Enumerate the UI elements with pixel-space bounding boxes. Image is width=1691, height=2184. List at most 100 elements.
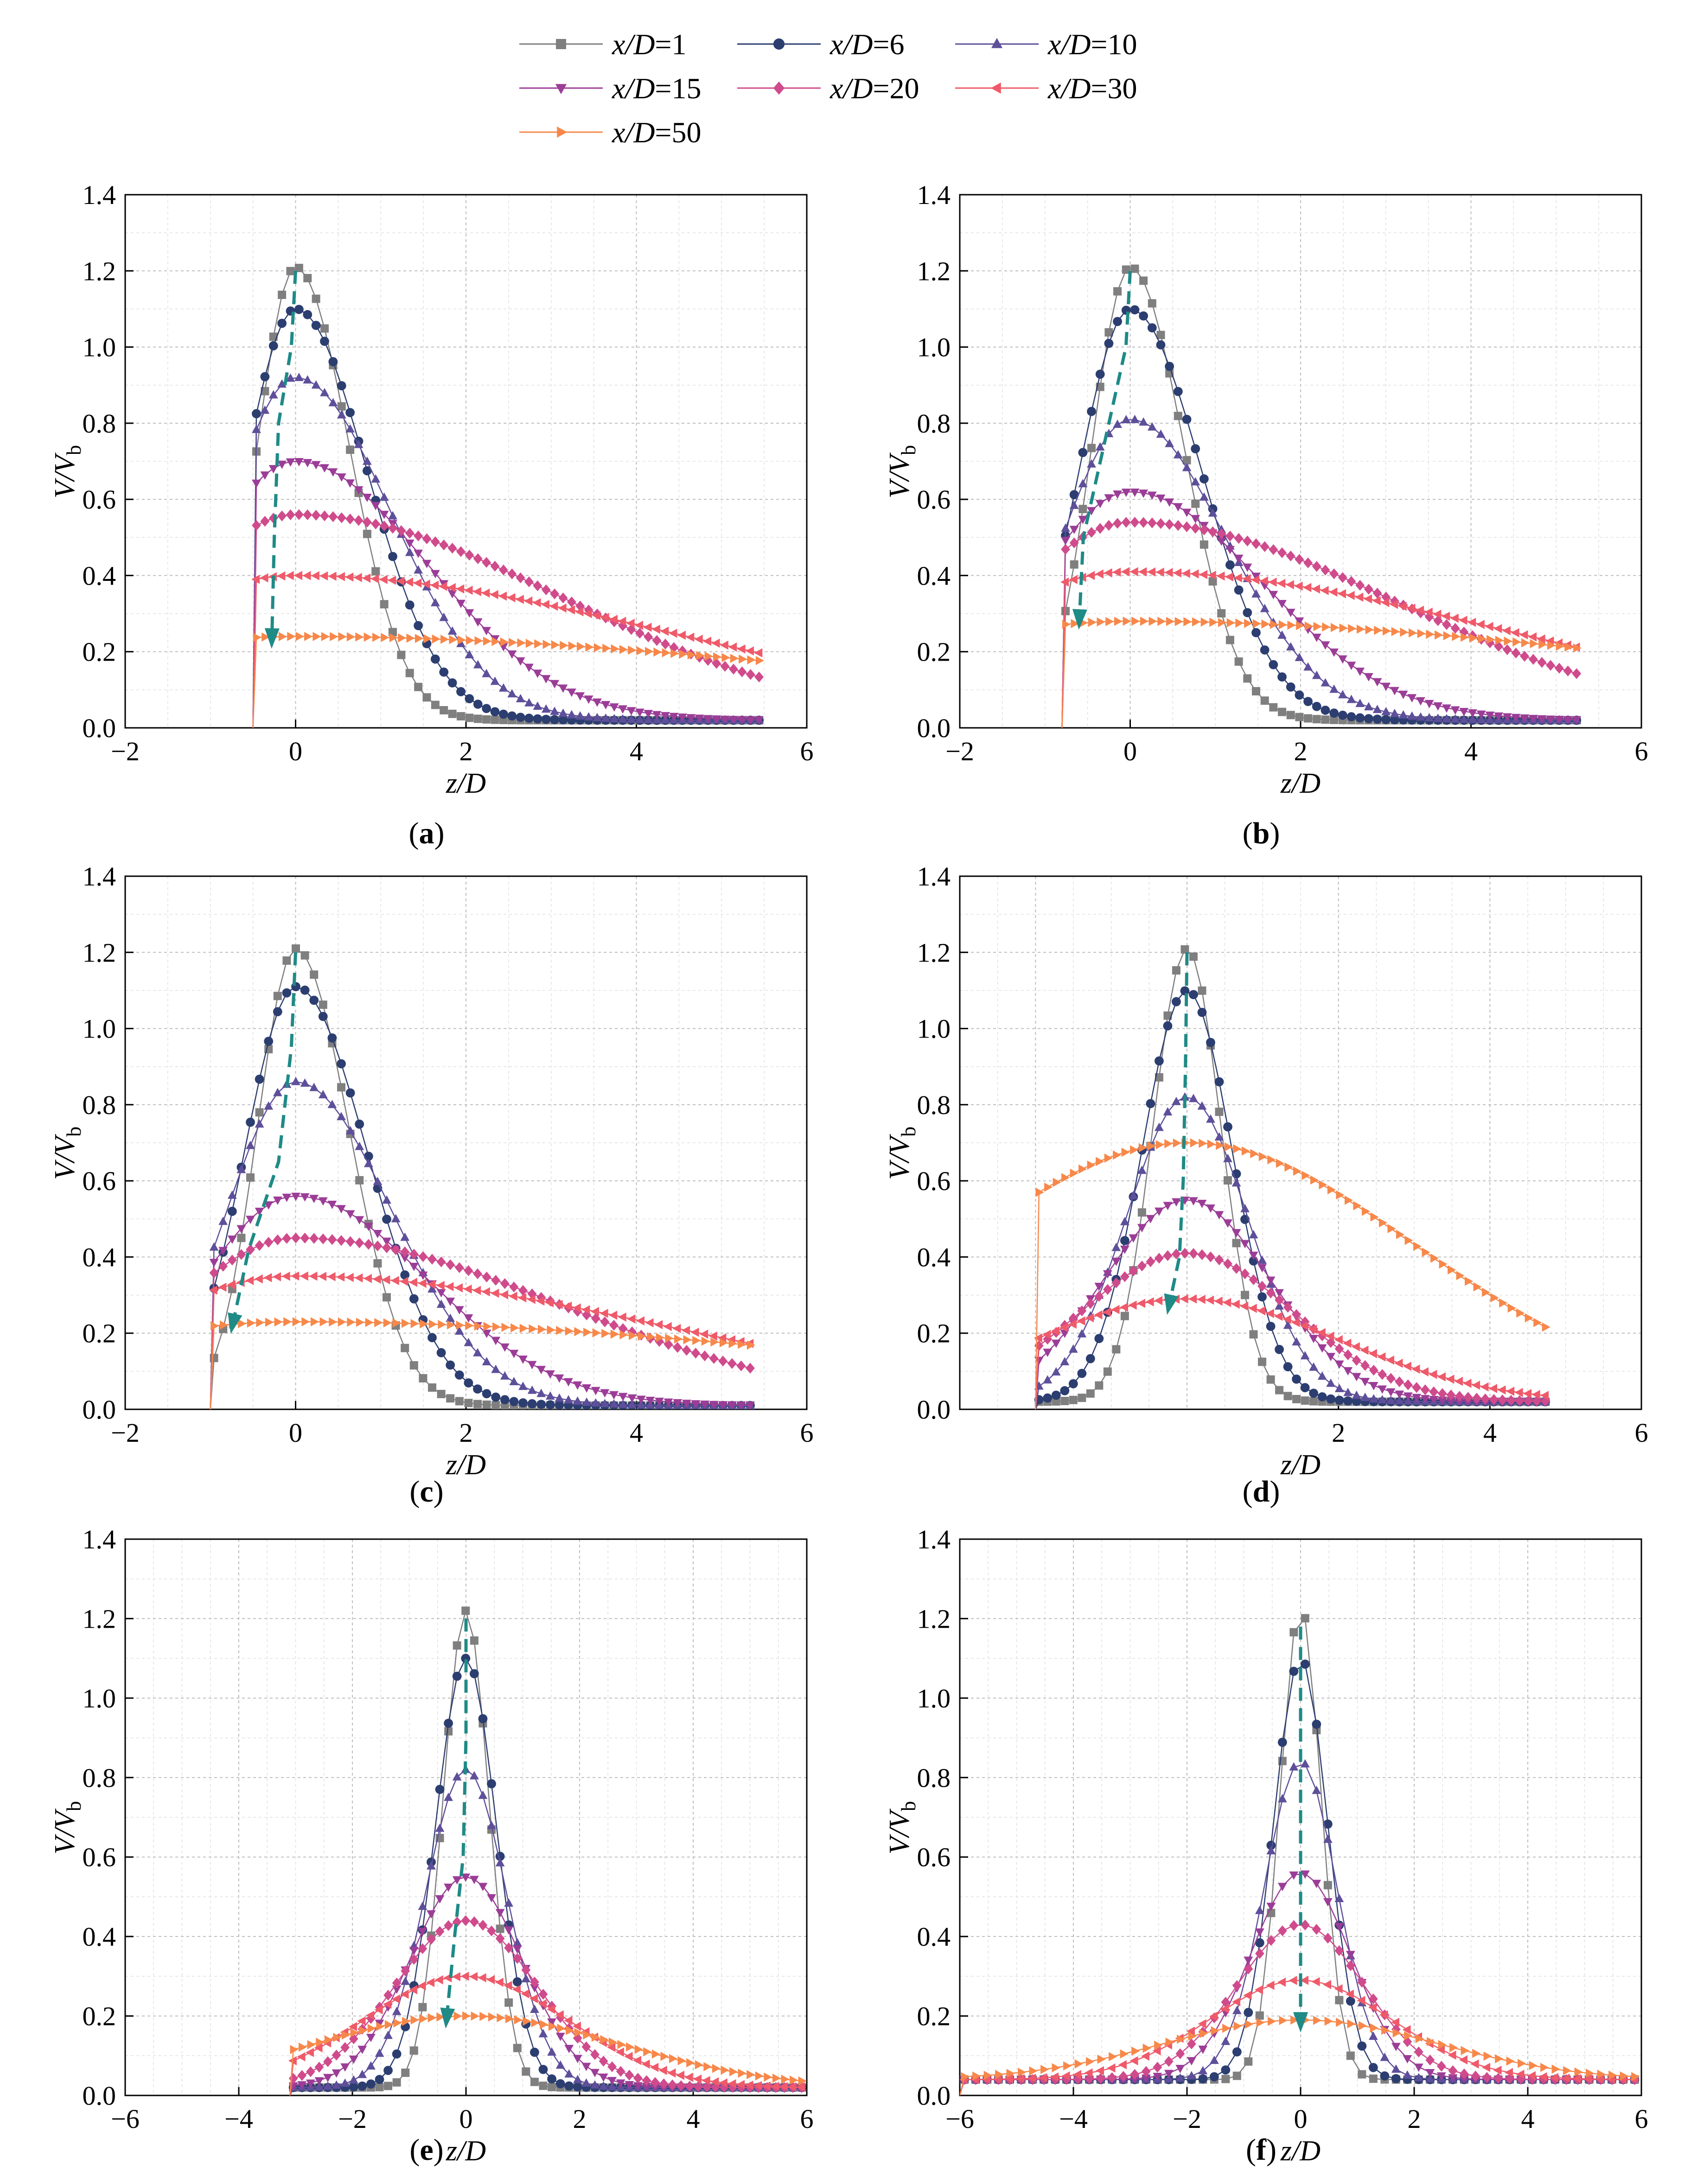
- data-point: [1532, 1395, 1542, 1407]
- data-point: [337, 1059, 346, 1069]
- data-point: [481, 1287, 490, 1297]
- data-point: [1506, 1387, 1515, 1396]
- data-point: [624, 2051, 633, 2061]
- data-point: [1309, 1335, 1318, 1344]
- data-point: [1563, 665, 1573, 676]
- data-point: [337, 402, 346, 411]
- data-point: [323, 2056, 332, 2067]
- data-point: [401, 2069, 410, 2077]
- data-point: [677, 630, 686, 640]
- data-point: [1493, 624, 1502, 633]
- panel-caption-c: (c): [409, 1475, 444, 1509]
- data-point: [1223, 1219, 1232, 1228]
- data-point: [1372, 587, 1382, 599]
- data-point: [616, 2079, 625, 2088]
- data-point: [1416, 605, 1424, 615]
- data-point: [1407, 694, 1417, 703]
- data-point: [1077, 1329, 1087, 1337]
- data-point: [1173, 568, 1182, 578]
- data-point: [1313, 622, 1322, 631]
- data-point: [1094, 1310, 1103, 1320]
- data-point: [1257, 1292, 1267, 1302]
- data-point: [1461, 2046, 1469, 2056]
- data-point: [209, 1285, 217, 1295]
- data-point: [1323, 1834, 1333, 1843]
- data-point: [300, 1271, 308, 1281]
- series-4: [209, 1192, 755, 1409]
- data-point: [470, 1636, 479, 1645]
- data-point: [1278, 620, 1287, 630]
- data-point: [1413, 1242, 1422, 1251]
- data-point: [1166, 617, 1174, 626]
- data-point: [1336, 1190, 1345, 1200]
- x-tick-label: 2: [459, 736, 473, 766]
- plot-area: [960, 1614, 1640, 2095]
- y-tick-label: 1.4: [83, 185, 116, 210]
- data-point: [1283, 1392, 1292, 1401]
- data-point: [1531, 1390, 1540, 1400]
- data-point: [1266, 1846, 1276, 1854]
- data-point: [1051, 1339, 1061, 1348]
- data-point: [1329, 568, 1339, 579]
- data-point: [1329, 684, 1339, 693]
- data-point: [469, 1669, 479, 1679]
- data-point: [1304, 621, 1313, 631]
- data-point: [314, 2043, 323, 2053]
- data-point: [754, 716, 764, 725]
- data-point: [498, 709, 508, 719]
- data-point: [255, 1119, 264, 1128]
- data-point: [663, 1322, 672, 1331]
- data-point: [1277, 579, 1286, 588]
- data-point: [1485, 622, 1493, 631]
- data-point: [465, 650, 474, 659]
- data-point: [1574, 2067, 1583, 2077]
- data-point: [311, 380, 321, 389]
- data-point: [390, 1276, 399, 1286]
- data-point: [1165, 498, 1174, 507]
- data-point: [1537, 657, 1547, 668]
- data-point: [609, 713, 619, 722]
- data-point: [1390, 599, 1398, 609]
- data-point: [1087, 407, 1096, 416]
- data-point: [573, 2055, 582, 2063]
- data-point: [1414, 2073, 1423, 2082]
- data-point: [573, 1381, 582, 1390]
- series-line: [960, 1924, 1635, 2095]
- data-point: [491, 1337, 501, 1345]
- data-point: [600, 1389, 610, 1398]
- data-point: [1295, 652, 1304, 661]
- data-point: [1260, 696, 1269, 705]
- data-point: [1497, 1385, 1506, 1395]
- data-point: [636, 1395, 646, 1404]
- data-point: [265, 1318, 274, 1327]
- data-point: [1364, 702, 1373, 711]
- data-point: [460, 1971, 469, 1981]
- data-point: [695, 714, 704, 723]
- data-point: [679, 649, 688, 659]
- data-point: [1301, 1396, 1309, 1405]
- data-point: [1183, 617, 1192, 626]
- data-point: [365, 1318, 374, 1327]
- data-point: [1275, 1344, 1284, 1354]
- data-point: [790, 2076, 798, 2085]
- data-point: [491, 715, 499, 724]
- data-point: [729, 663, 738, 675]
- x-tick-label: 6: [1635, 736, 1648, 766]
- data-point: [1403, 1392, 1413, 1401]
- data-point: [1251, 573, 1261, 581]
- data-point: [745, 2080, 753, 2090]
- data-point: [1232, 2006, 1242, 2014]
- data-point: [625, 2069, 634, 2081]
- data-point: [527, 1385, 537, 1394]
- data-point: [1131, 617, 1140, 626]
- data-point: [1338, 655, 1347, 664]
- data-point: [1386, 1395, 1396, 1404]
- data-point: [501, 1323, 510, 1332]
- data-point: [273, 1007, 282, 1017]
- data-point: [409, 1294, 419, 1304]
- data-point: [736, 1360, 746, 1371]
- trend-arrow: [440, 1618, 468, 2029]
- data-point: [1130, 516, 1140, 528]
- data-point: [436, 1256, 446, 1267]
- data-point: [718, 1333, 727, 1343]
